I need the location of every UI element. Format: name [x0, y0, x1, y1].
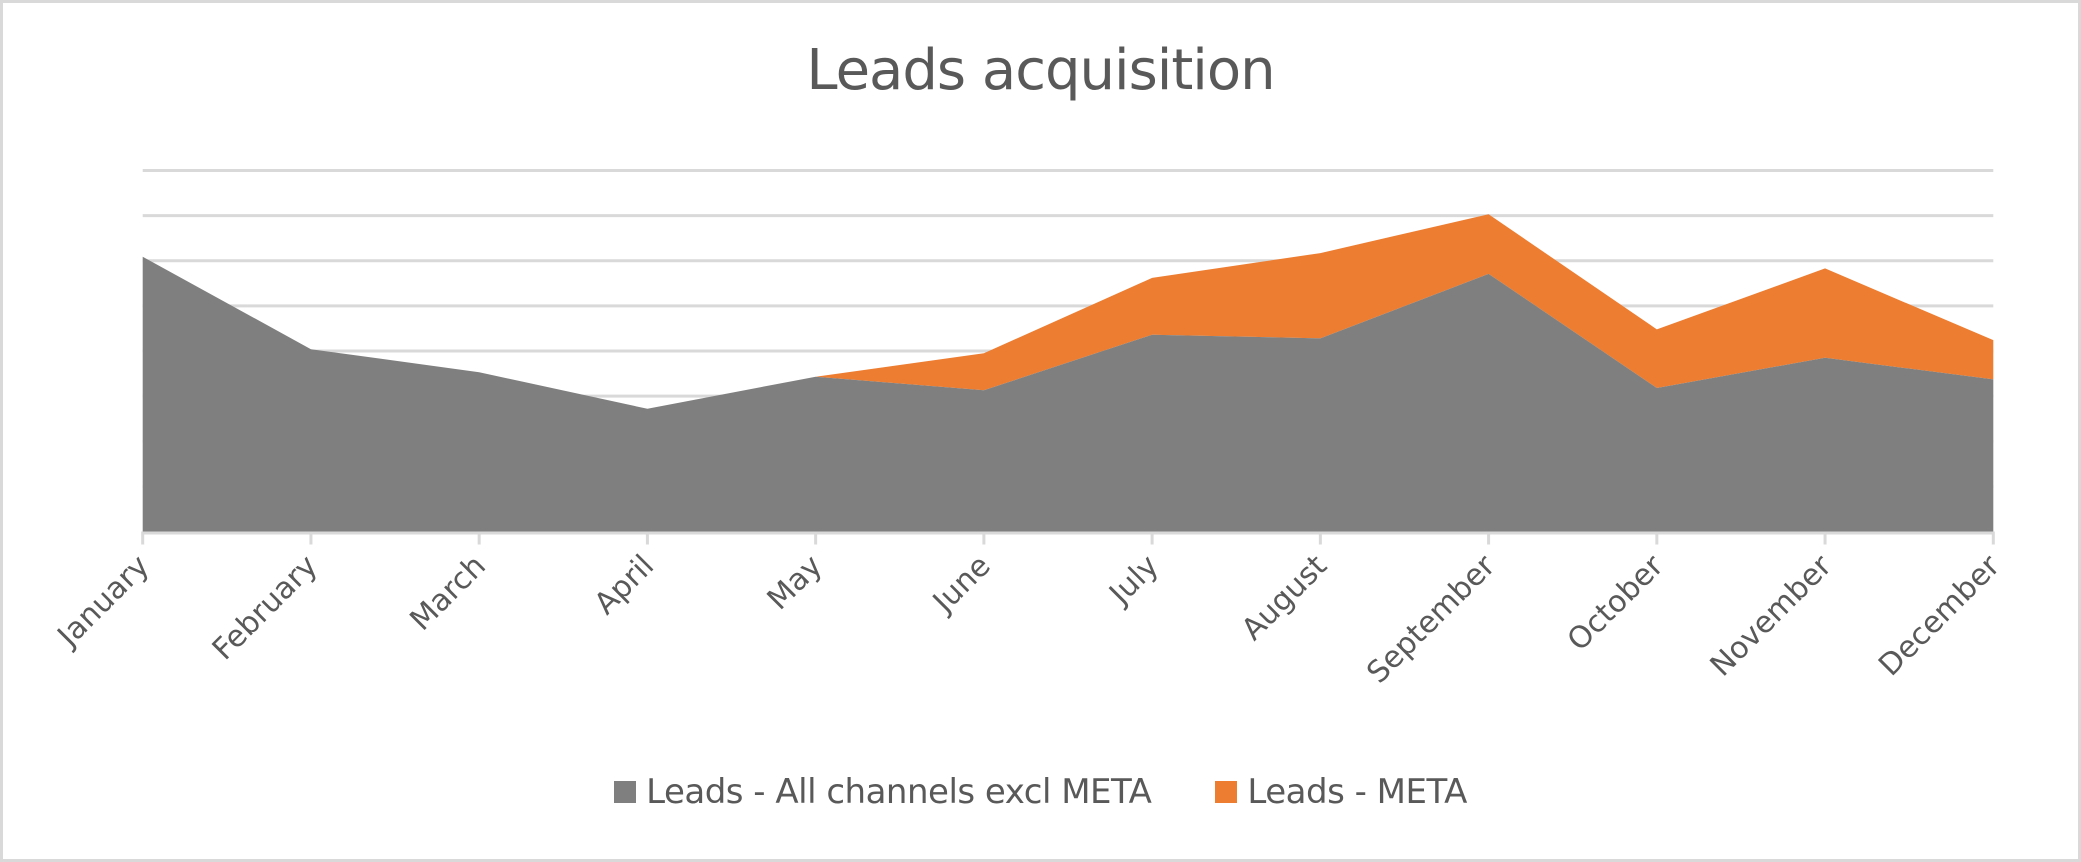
legend-label: Leads - All channels excl META — [646, 772, 1152, 812]
legend: Leads - All channels excl META Leads - M… — [0, 772, 2081, 812]
x-axis-label: June — [925, 548, 997, 620]
x-axis-labels: January February March April May June July Augu… — [50, 548, 2008, 690]
legend-item-meta[interactable]: Leads - META — [1215, 772, 1467, 812]
chart-title: Leads acquisition — [806, 38, 1275, 103]
x-axis-label: January — [50, 548, 157, 655]
x-axis-label: April — [588, 548, 661, 621]
x-axis-label: July — [1101, 548, 1165, 612]
x-axis-label: May — [761, 548, 830, 617]
x-axis-label: February — [206, 548, 325, 667]
area-series-meta — [142, 214, 1994, 409]
legend-swatch-grey-icon — [614, 781, 637, 803]
area-series-all-channels — [142, 256, 1994, 532]
legend-item-all-channels[interactable]: Leads - All channels excl META — [614, 772, 1152, 812]
x-axis-label: October — [1561, 548, 1671, 658]
legend-swatch-orange-icon — [1215, 781, 1238, 803]
x-axis-label: September — [1360, 548, 1502, 690]
x-axis-label: March — [403, 548, 492, 637]
legend-label: Leads - META — [1247, 772, 1467, 812]
x-axis-label: November — [1704, 548, 1840, 684]
x-axis-label: August — [1235, 548, 1334, 647]
x-axis — [141, 531, 1995, 545]
x-axis-label: December — [1872, 548, 2007, 683]
